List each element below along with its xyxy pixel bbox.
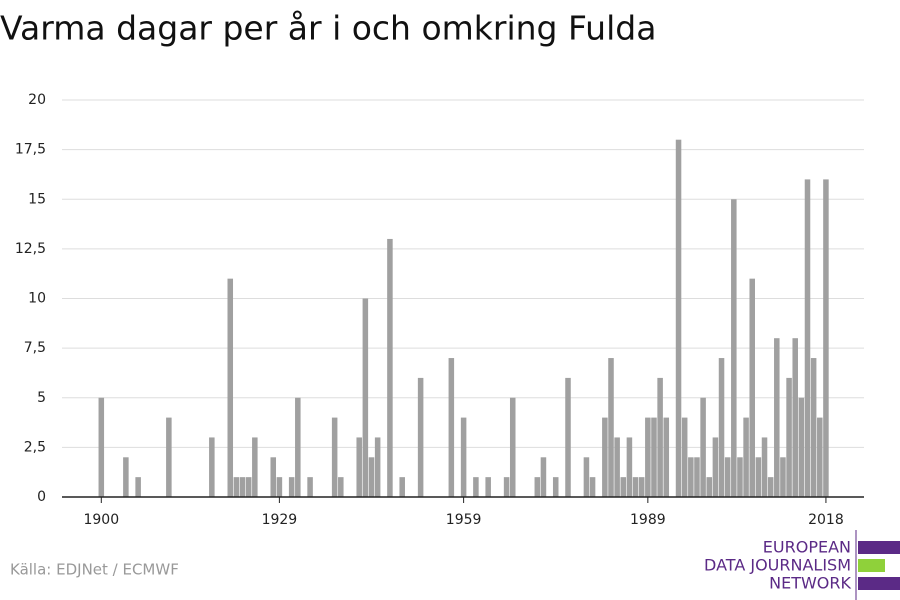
bar: [602, 417, 608, 497]
bar: [632, 477, 639, 497]
bar: [374, 437, 381, 497]
bar: [135, 477, 141, 497]
bar: [270, 457, 277, 497]
logo-bar: [858, 559, 885, 572]
bar: [288, 477, 295, 497]
bar: [817, 417, 823, 497]
bar: [620, 477, 627, 497]
bar: [552, 477, 559, 497]
bar: [356, 437, 362, 497]
bar: [589, 477, 596, 497]
y-tick-label: 5: [37, 390, 46, 406]
bar: [362, 298, 369, 497]
bar: [485, 477, 491, 497]
y-tick-label: 2,5: [24, 439, 46, 455]
bar: [540, 457, 547, 497]
bar: [774, 338, 780, 497]
bar: [503, 477, 510, 497]
x-tick-label: 1989: [630, 512, 666, 528]
x-tick-label: 1900: [83, 512, 119, 528]
bar: [761, 437, 768, 497]
bar: [307, 477, 313, 497]
bar: [688, 457, 694, 497]
bar: [767, 477, 774, 497]
bar: [387, 238, 393, 497]
bar: [509, 397, 516, 497]
y-tick-label: 15: [28, 191, 46, 207]
bar: [737, 457, 743, 497]
bar: [233, 477, 240, 497]
bar: [718, 358, 725, 497]
bar: [295, 397, 301, 497]
bar: [780, 457, 786, 497]
bar: [98, 397, 105, 497]
bar: [338, 477, 344, 497]
bar: [239, 477, 246, 497]
chart-title: Varma dagar per år i och omkring Fulda: [0, 9, 656, 48]
x-tick-label: 1929: [262, 512, 298, 528]
bar: [792, 338, 798, 497]
logo-text: EUROPEAN: [763, 538, 851, 557]
bar: [706, 477, 713, 497]
bar: [810, 358, 817, 497]
logo-text: DATA JOURNALISM: [704, 556, 851, 575]
bar: [608, 358, 614, 497]
bar: [534, 477, 541, 497]
bar: [823, 179, 829, 497]
bar: [123, 457, 129, 497]
bar: [448, 358, 455, 497]
bar: [657, 377, 663, 497]
bar: [786, 377, 792, 497]
bar: [460, 417, 467, 497]
y-tick-label: 0: [37, 489, 46, 505]
bar: [749, 278, 755, 497]
bar: [583, 457, 590, 497]
bar: [626, 437, 633, 497]
bar: [743, 417, 749, 497]
bar: [166, 417, 172, 497]
bar: [663, 417, 670, 497]
bar: [473, 477, 479, 497]
bar: [252, 437, 258, 497]
bar: [731, 199, 737, 497]
logo-bar: [858, 541, 900, 554]
bar: [798, 397, 805, 497]
bar: [804, 179, 811, 497]
bar: [368, 457, 375, 497]
bar: [565, 377, 571, 497]
x-tick-label: 2018: [808, 512, 844, 528]
x-tick-label: 1959: [446, 512, 482, 528]
bar: [694, 457, 700, 497]
bar: [614, 437, 620, 497]
bar: [331, 417, 338, 497]
y-tick-label: 7,5: [24, 340, 46, 356]
bar: [276, 477, 283, 497]
bar: [645, 417, 651, 497]
bar: [638, 477, 645, 497]
y-tick-label: 20: [28, 92, 46, 108]
bar: [712, 437, 719, 497]
y-tick-label: 17,5: [15, 142, 46, 158]
bar: [700, 397, 706, 497]
bar: [675, 139, 682, 497]
bar: [681, 417, 688, 497]
y-tick-label: 12,5: [15, 241, 46, 257]
bar: [417, 377, 424, 497]
y-tick-label: 10: [28, 291, 46, 307]
bar: [651, 417, 657, 497]
bar: [209, 437, 215, 497]
logo-text: NETWORK: [769, 574, 851, 593]
bar: [755, 457, 762, 497]
bar: [245, 477, 252, 497]
bar: [724, 457, 731, 497]
source: Källa: EDJNet / ECMWF: [10, 561, 179, 579]
logo-bar: [858, 577, 900, 590]
bar: [227, 278, 234, 497]
bar: [399, 477, 405, 497]
